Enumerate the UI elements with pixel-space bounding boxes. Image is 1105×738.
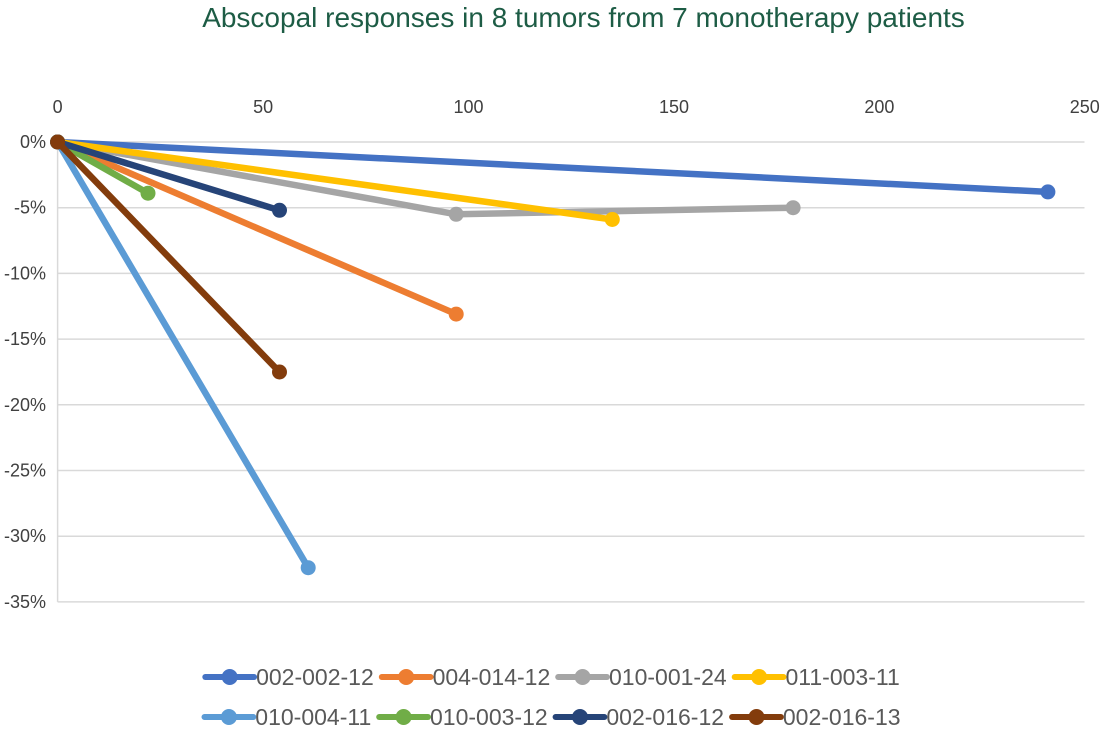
svg-text:004-014-12: 004-014-12 [433,664,551,690]
svg-text:50: 50 [253,97,273,117]
svg-text:-25%: -25% [4,461,46,481]
svg-text:002-016-13: 002-016-13 [783,704,901,730]
svg-text:-35%: -35% [4,592,46,612]
svg-text:-10%: -10% [4,263,46,283]
svg-text:100: 100 [453,97,483,117]
svg-text:010-001-24: 010-001-24 [609,664,727,690]
svg-text:002-002-12: 002-002-12 [256,664,374,690]
svg-text:250: 250 [1070,97,1100,117]
svg-text:002-016-12: 002-016-12 [606,704,724,730]
svg-text:010-004-11: 010-004-11 [255,704,371,730]
svg-text:-20%: -20% [4,395,46,415]
svg-text:150: 150 [659,97,689,117]
svg-text:-5%: -5% [14,198,46,218]
svg-text:-30%: -30% [4,526,46,546]
svg-text:011-003-11: 011-003-11 [786,664,900,690]
svg-text:0: 0 [53,97,63,117]
svg-text:200: 200 [864,97,894,117]
svg-text:010-003-12: 010-003-12 [430,704,548,730]
svg-text:0%: 0% [20,132,46,152]
svg-text:-15%: -15% [4,329,46,349]
